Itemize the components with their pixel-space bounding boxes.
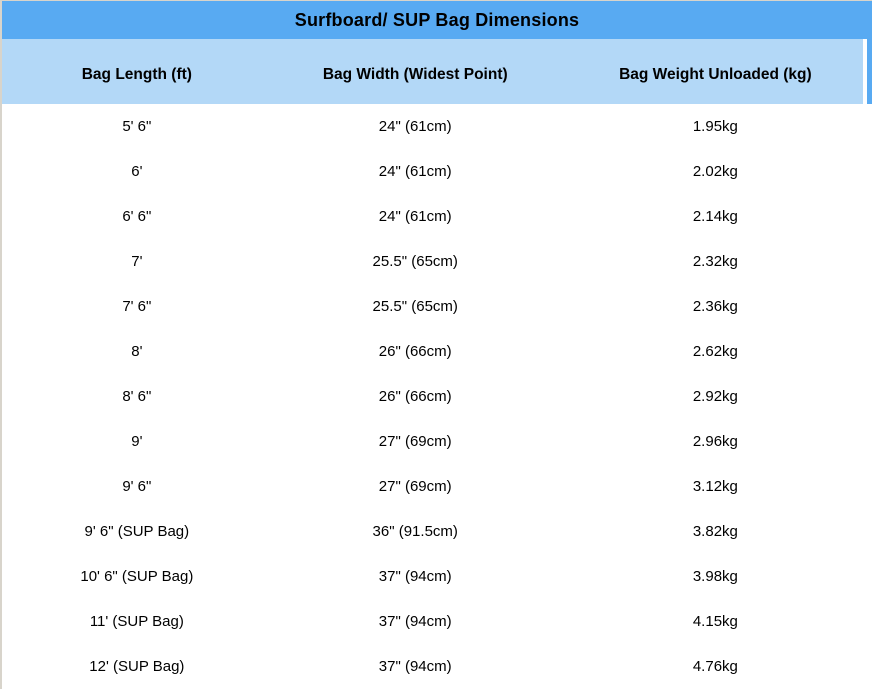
bag-width-cell: 37" (94cm) — [378, 568, 452, 585]
bag-weight-cell: 2.62kg — [692, 343, 738, 360]
header-edge-stripe — [867, 39, 872, 104]
bag-width-cell: 24" (61cm) — [378, 208, 452, 225]
table-row: 7' 6" 25.5" (65cm) 2.36kg — [2, 284, 872, 329]
bag-weight-cell: 3.82kg — [692, 523, 738, 540]
bag-length-cell: 9' — [131, 433, 143, 450]
bag-length-cell: 8' — [131, 343, 143, 360]
bag-width-cell: 26" (66cm) — [378, 388, 452, 405]
column-header-bag-length: Bag Length (ft) — [81, 65, 192, 83]
bag-weight-cell: 2.32kg — [692, 253, 738, 270]
header-edge-gap — [863, 39, 867, 104]
table-row: 8' 26" (66cm) 2.62kg — [2, 329, 872, 374]
bag-length-cell: 12' (SUP Bag) — [89, 658, 185, 675]
bag-length-cell: 6' 6" — [122, 208, 152, 225]
table-row: 9' 6" (SUP Bag) 36" (91.5cm) 3.82kg — [2, 509, 872, 554]
bag-length-cell: 7' 6" — [122, 298, 152, 315]
bag-width-cell: 24" (61cm) — [378, 118, 452, 135]
bag-length-cell: 5' 6" — [122, 118, 152, 135]
bag-width-cell: 27" (69cm) — [378, 478, 452, 495]
bag-width-cell: 26" (66cm) — [378, 343, 452, 360]
bag-length-cell: 7' — [131, 253, 143, 270]
bag-weight-cell: 4.76kg — [692, 658, 738, 675]
table-body: 5' 6" 24" (61cm) 1.95kg 6' 24" (61cm) 2.02kg 6… — [2, 104, 872, 689]
bag-weight-cell: 3.12kg — [692, 478, 738, 495]
column-header-bag-width: Bag Width (Widest Point) — [322, 65, 508, 83]
table-title: Surfboard/ SUP Bag Dimensions — [2, 1, 872, 39]
table-row: 11' (SUP Bag) 37" (94cm) 4.15kg — [2, 599, 872, 644]
bag-width-cell: 25.5" (65cm) — [372, 253, 458, 270]
table-header-row: Bag Length (ft) Bag Width (Widest Point)… — [2, 39, 872, 104]
bag-weight-cell: 2.14kg — [692, 208, 738, 225]
bag-weight-cell: 3.98kg — [692, 568, 738, 585]
table-row: 6' 24" (61cm) 2.02kg — [2, 149, 872, 194]
bag-length-cell: 11' (SUP Bag) — [89, 613, 184, 630]
bag-width-cell: 36" (91.5cm) — [372, 523, 458, 540]
bag-length-cell: 9' 6" (SUP Bag) — [84, 523, 190, 540]
bag-weight-cell: 4.15kg — [692, 613, 738, 630]
table-row: 9' 27" (69cm) 2.96kg — [2, 419, 872, 464]
column-header-bag-weight: Bag Weight Unloaded (kg) — [619, 65, 812, 83]
bag-width-cell: 37" (94cm) — [378, 613, 452, 630]
bag-width-cell: 27" (69cm) — [378, 433, 452, 450]
table-row: 6' 6" 24" (61cm) 2.14kg — [2, 194, 872, 239]
bag-weight-cell: 2.96kg — [692, 433, 738, 450]
table-row: 9' 6" 27" (69cm) 3.12kg — [2, 464, 872, 509]
bag-length-cell: 10' 6" (SUP Bag) — [80, 568, 194, 585]
table-row: 8' 6" 26" (66cm) 2.92kg — [2, 374, 872, 419]
bag-weight-cell: 2.02kg — [692, 163, 738, 180]
bag-length-cell: 9' 6" — [122, 478, 152, 495]
table-row: 5' 6" 24" (61cm) 1.95kg — [2, 104, 872, 149]
bag-width-cell: 37" (94cm) — [378, 658, 452, 675]
bag-length-cell: 8' 6" — [122, 388, 152, 405]
bag-length-cell: 6' — [131, 163, 143, 180]
table-row: 7' 25.5" (65cm) 2.32kg — [2, 239, 872, 284]
table-row: 10' 6" (SUP Bag) 37" (94cm) 3.98kg — [2, 554, 872, 599]
bag-width-cell: 24" (61cm) — [378, 163, 452, 180]
table-row: 12' (SUP Bag) 37" (94cm) 4.76kg — [2, 644, 872, 689]
bag-width-cell: 25.5" (65cm) — [372, 298, 458, 315]
bag-weight-cell: 1.95kg — [692, 118, 738, 135]
bag-weight-cell: 2.36kg — [692, 298, 738, 315]
bag-weight-cell: 2.92kg — [692, 388, 738, 405]
